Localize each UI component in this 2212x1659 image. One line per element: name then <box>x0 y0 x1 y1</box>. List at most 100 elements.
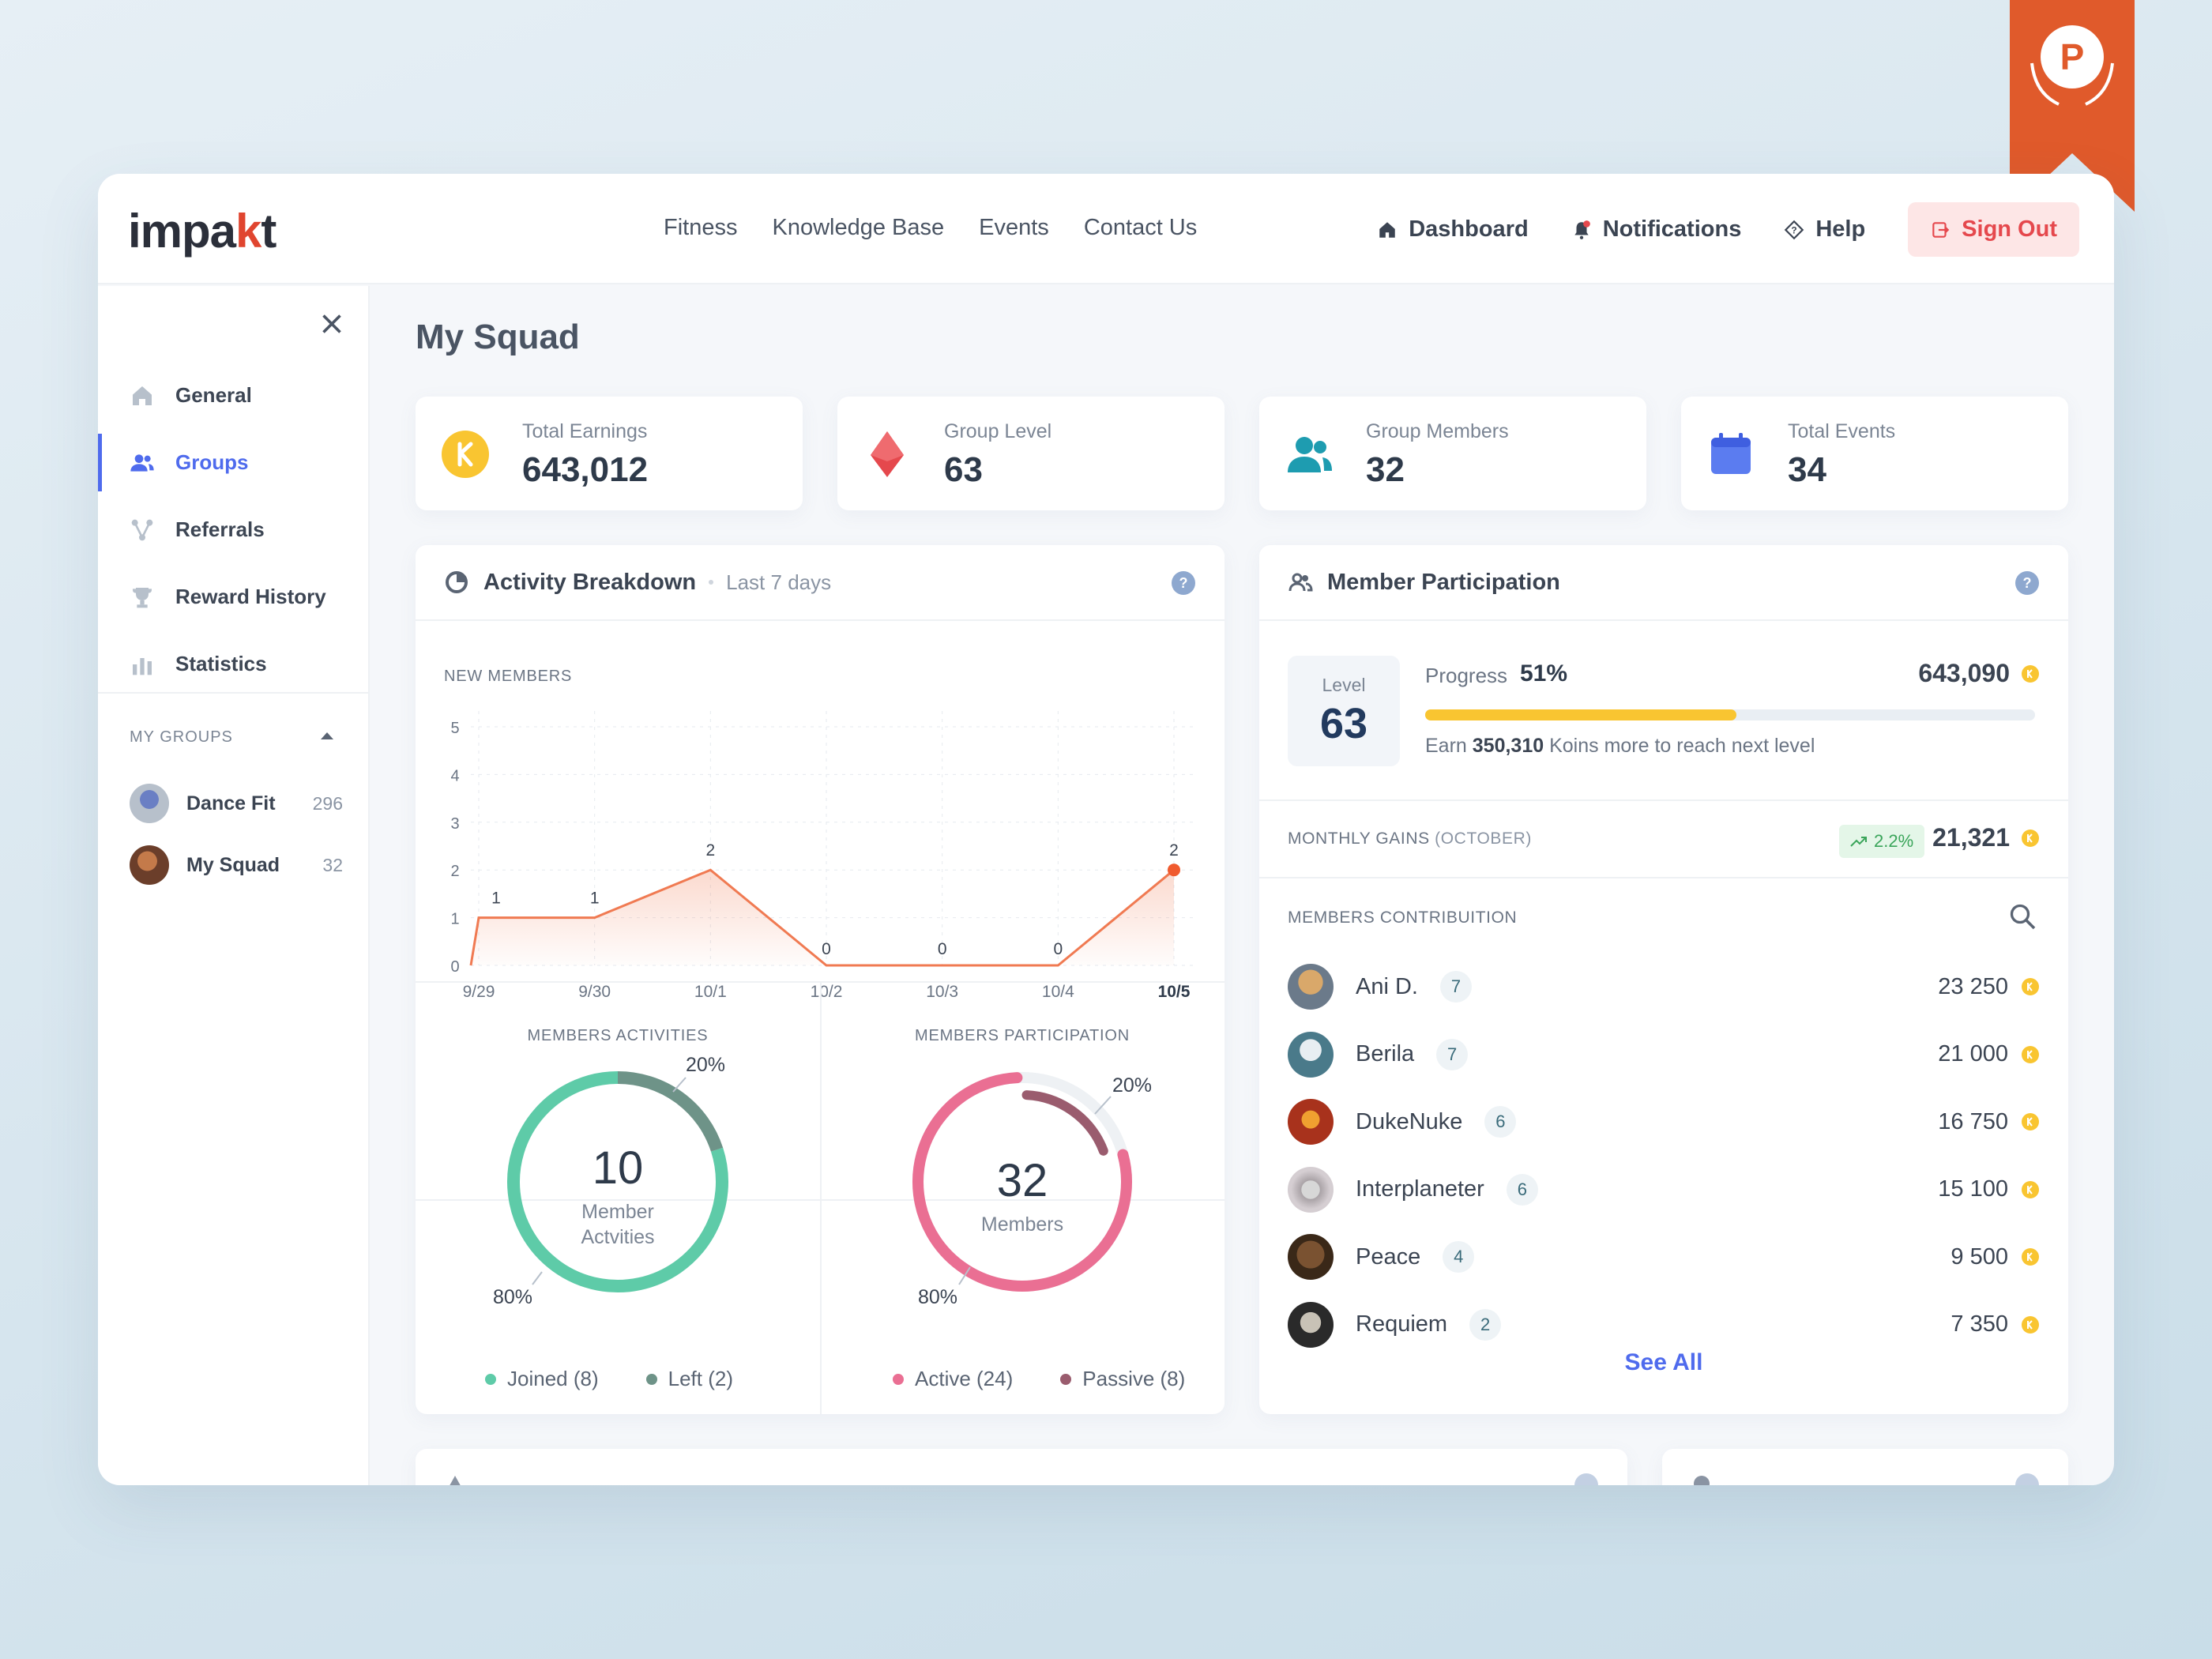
members-activities-donut: 20% 80% 10 Member Actvities <box>493 1054 728 1308</box>
donut-center-caption: Member <box>581 1201 654 1223</box>
donut-center-value: 32 <box>997 1155 1048 1206</box>
note-prefix: Earn <box>1425 735 1467 757</box>
list-item[interactable]: Ani D. 7 23 250 <box>1288 959 2040 1014</box>
stat-label: Total Events <box>1788 420 1896 442</box>
progress-bar-fill <box>1425 709 1736 720</box>
donut-center-value: 10 <box>592 1142 644 1194</box>
member-name: Peace <box>1356 1243 1421 1270</box>
stat-value: 63 <box>944 450 983 489</box>
y-tick-label: 3 <box>450 815 459 833</box>
sidebar-item-reward-history[interactable]: Reward History <box>98 563 368 630</box>
dashboard-link[interactable]: Dashboard <box>1377 216 1529 243</box>
avatar <box>1288 1234 1334 1280</box>
avatar <box>1288 1031 1334 1078</box>
help-link[interactable]: ? Help <box>1784 216 1865 243</box>
impakt-logo[interactable]: impakt <box>128 205 276 258</box>
help-icon[interactable] <box>1574 1473 1599 1485</box>
group-name: Dance Fit <box>186 792 276 814</box>
group-item-dance-fit[interactable]: Dance Fit 296 <box>130 784 343 823</box>
sidebar-item-referrals[interactable]: Referrals <box>98 496 368 563</box>
level-label: Level <box>1322 675 1366 695</box>
label-leader-line <box>672 1077 687 1093</box>
x-tick-label: 10/1 <box>694 983 727 1001</box>
legend-label: Left (2) <box>668 1367 733 1390</box>
chevron-up-icon[interactable] <box>319 730 335 741</box>
x-tick-label: 10/3 <box>926 983 958 1001</box>
koin-icon <box>2022 1315 2039 1334</box>
help-icon[interactable]: ? <box>2014 570 2040 596</box>
product-hunt-ribbon: P <box>2010 0 2135 212</box>
member-points: 9 500 <box>1951 1244 2040 1270</box>
sign-out-icon <box>1932 221 1950 238</box>
nav-events[interactable]: Events <box>979 215 1049 240</box>
label-leader-line <box>1094 1096 1112 1115</box>
card-header: Activity Breakdown Last 7 days ? <box>416 545 1224 621</box>
note-suffix: Koins more to reach next level <box>1549 735 1815 757</box>
sidebar-item-label: Statistics <box>175 652 267 675</box>
label-leader-line <box>958 1266 971 1285</box>
pie-chart-icon <box>446 571 468 593</box>
legend-label: Joined (8) <box>507 1367 599 1390</box>
help-icon[interactable] <box>2014 1473 2040 1485</box>
help-icon[interactable]: ? <box>1171 570 1196 596</box>
donut-center-caption: Actvities <box>581 1226 654 1248</box>
stat-card-group-level: Group Level 63 <box>837 397 1224 510</box>
search-icon[interactable] <box>2008 902 2037 931</box>
secondary-card <box>1662 1449 2068 1485</box>
group-item-my-squad[interactable]: My Squad 32 <box>130 845 343 885</box>
avatar <box>1288 964 1334 1010</box>
area-fill <box>471 870 1174 965</box>
member-points-value: 15 100 <box>1938 1176 2008 1202</box>
y-tick-label: 2 <box>450 863 459 880</box>
svg-text:?: ? <box>1179 575 1188 591</box>
dashboard-label: Dashboard <box>1409 216 1529 242</box>
donut-segment-major[interactable] <box>912 1072 1132 1292</box>
list-item[interactable]: Interplaneter 6 15 100 <box>1288 1162 2040 1217</box>
users-icon <box>130 453 154 472</box>
chart-title: NEW MEMBERS <box>444 668 572 685</box>
nav-contact-us[interactable]: Contact Us <box>1083 215 1198 240</box>
group-count: 296 <box>312 792 343 814</box>
member-level-badge: 7 <box>1436 1038 1469 1070</box>
nav-knowledge-base[interactable]: Knowledge Base <box>772 215 945 240</box>
x-tick-label: 10/4 <box>1042 983 1074 1001</box>
monthly-gains-label: MONTHLY GAINS (OCTOBER) <box>1288 830 1532 848</box>
sidebar-item-groups[interactable]: Groups <box>98 429 368 496</box>
trophy-icon <box>133 587 152 608</box>
koin-icon <box>442 431 489 478</box>
progress-total-value: 643,090 <box>1918 659 2010 687</box>
members-participation-donut: 20% 80% 32 Members <box>912 1072 1152 1308</box>
sidebar-item-statistics[interactable]: Statistics <box>98 630 368 698</box>
legend-label: Active (24) <box>915 1367 1014 1390</box>
donut-segment-minor[interactable] <box>617 1071 724 1152</box>
monthly-gains-period: (OCTOBER) <box>1435 830 1533 848</box>
member-points: 21 000 <box>1938 1041 2040 1067</box>
data-point[interactable] <box>1168 863 1180 877</box>
donut-segment-major[interactable] <box>507 1071 728 1292</box>
avatar <box>130 845 169 885</box>
data-label: 0 <box>938 940 947 958</box>
list-item[interactable]: DukeNuke 6 16 750 <box>1288 1094 2040 1149</box>
members-participation-legend: Active (24) Passive (8) <box>893 1367 1185 1391</box>
monthly-gains-text: MONTHLY GAINS <box>1288 830 1430 848</box>
donut-segment-minor[interactable] <box>1021 1090 1108 1156</box>
see-all-link[interactable]: See All <box>1624 1349 1703 1375</box>
avatar <box>1288 1301 1334 1348</box>
data-label: 2 <box>1169 841 1179 860</box>
svg-text:P: P <box>2060 36 2085 77</box>
sign-out-button[interactable]: Sign Out <box>1908 202 2079 257</box>
list-item[interactable]: Requiem 2 7 350 <box>1288 1297 2040 1352</box>
y-tick-label: 4 <box>450 767 459 784</box>
svg-text:?: ? <box>1792 224 1797 235</box>
nav-fitness[interactable]: Fitness <box>664 215 738 240</box>
koin-icon <box>2022 664 2039 683</box>
list-item[interactable]: Berila 7 21 000 <box>1288 1027 2040 1082</box>
close-icon[interactable] <box>318 310 346 338</box>
sidebar-item-general[interactable]: General <box>98 362 368 429</box>
koin-icon <box>2022 978 2039 995</box>
new-members-chart: NEW MEMBERS 0 1 2 3 4 5 9/29 9/30 10/1 10/2 10/3 10/… <box>444 668 1198 1001</box>
main-nav: Fitness Knowledge Base Events Contact Us <box>664 215 1197 241</box>
card-title: Member Participation <box>1327 569 1560 595</box>
list-item[interactable]: Peace 4 9 500 <box>1288 1229 2040 1285</box>
notifications-link[interactable]: Notifications <box>1571 216 1741 243</box>
